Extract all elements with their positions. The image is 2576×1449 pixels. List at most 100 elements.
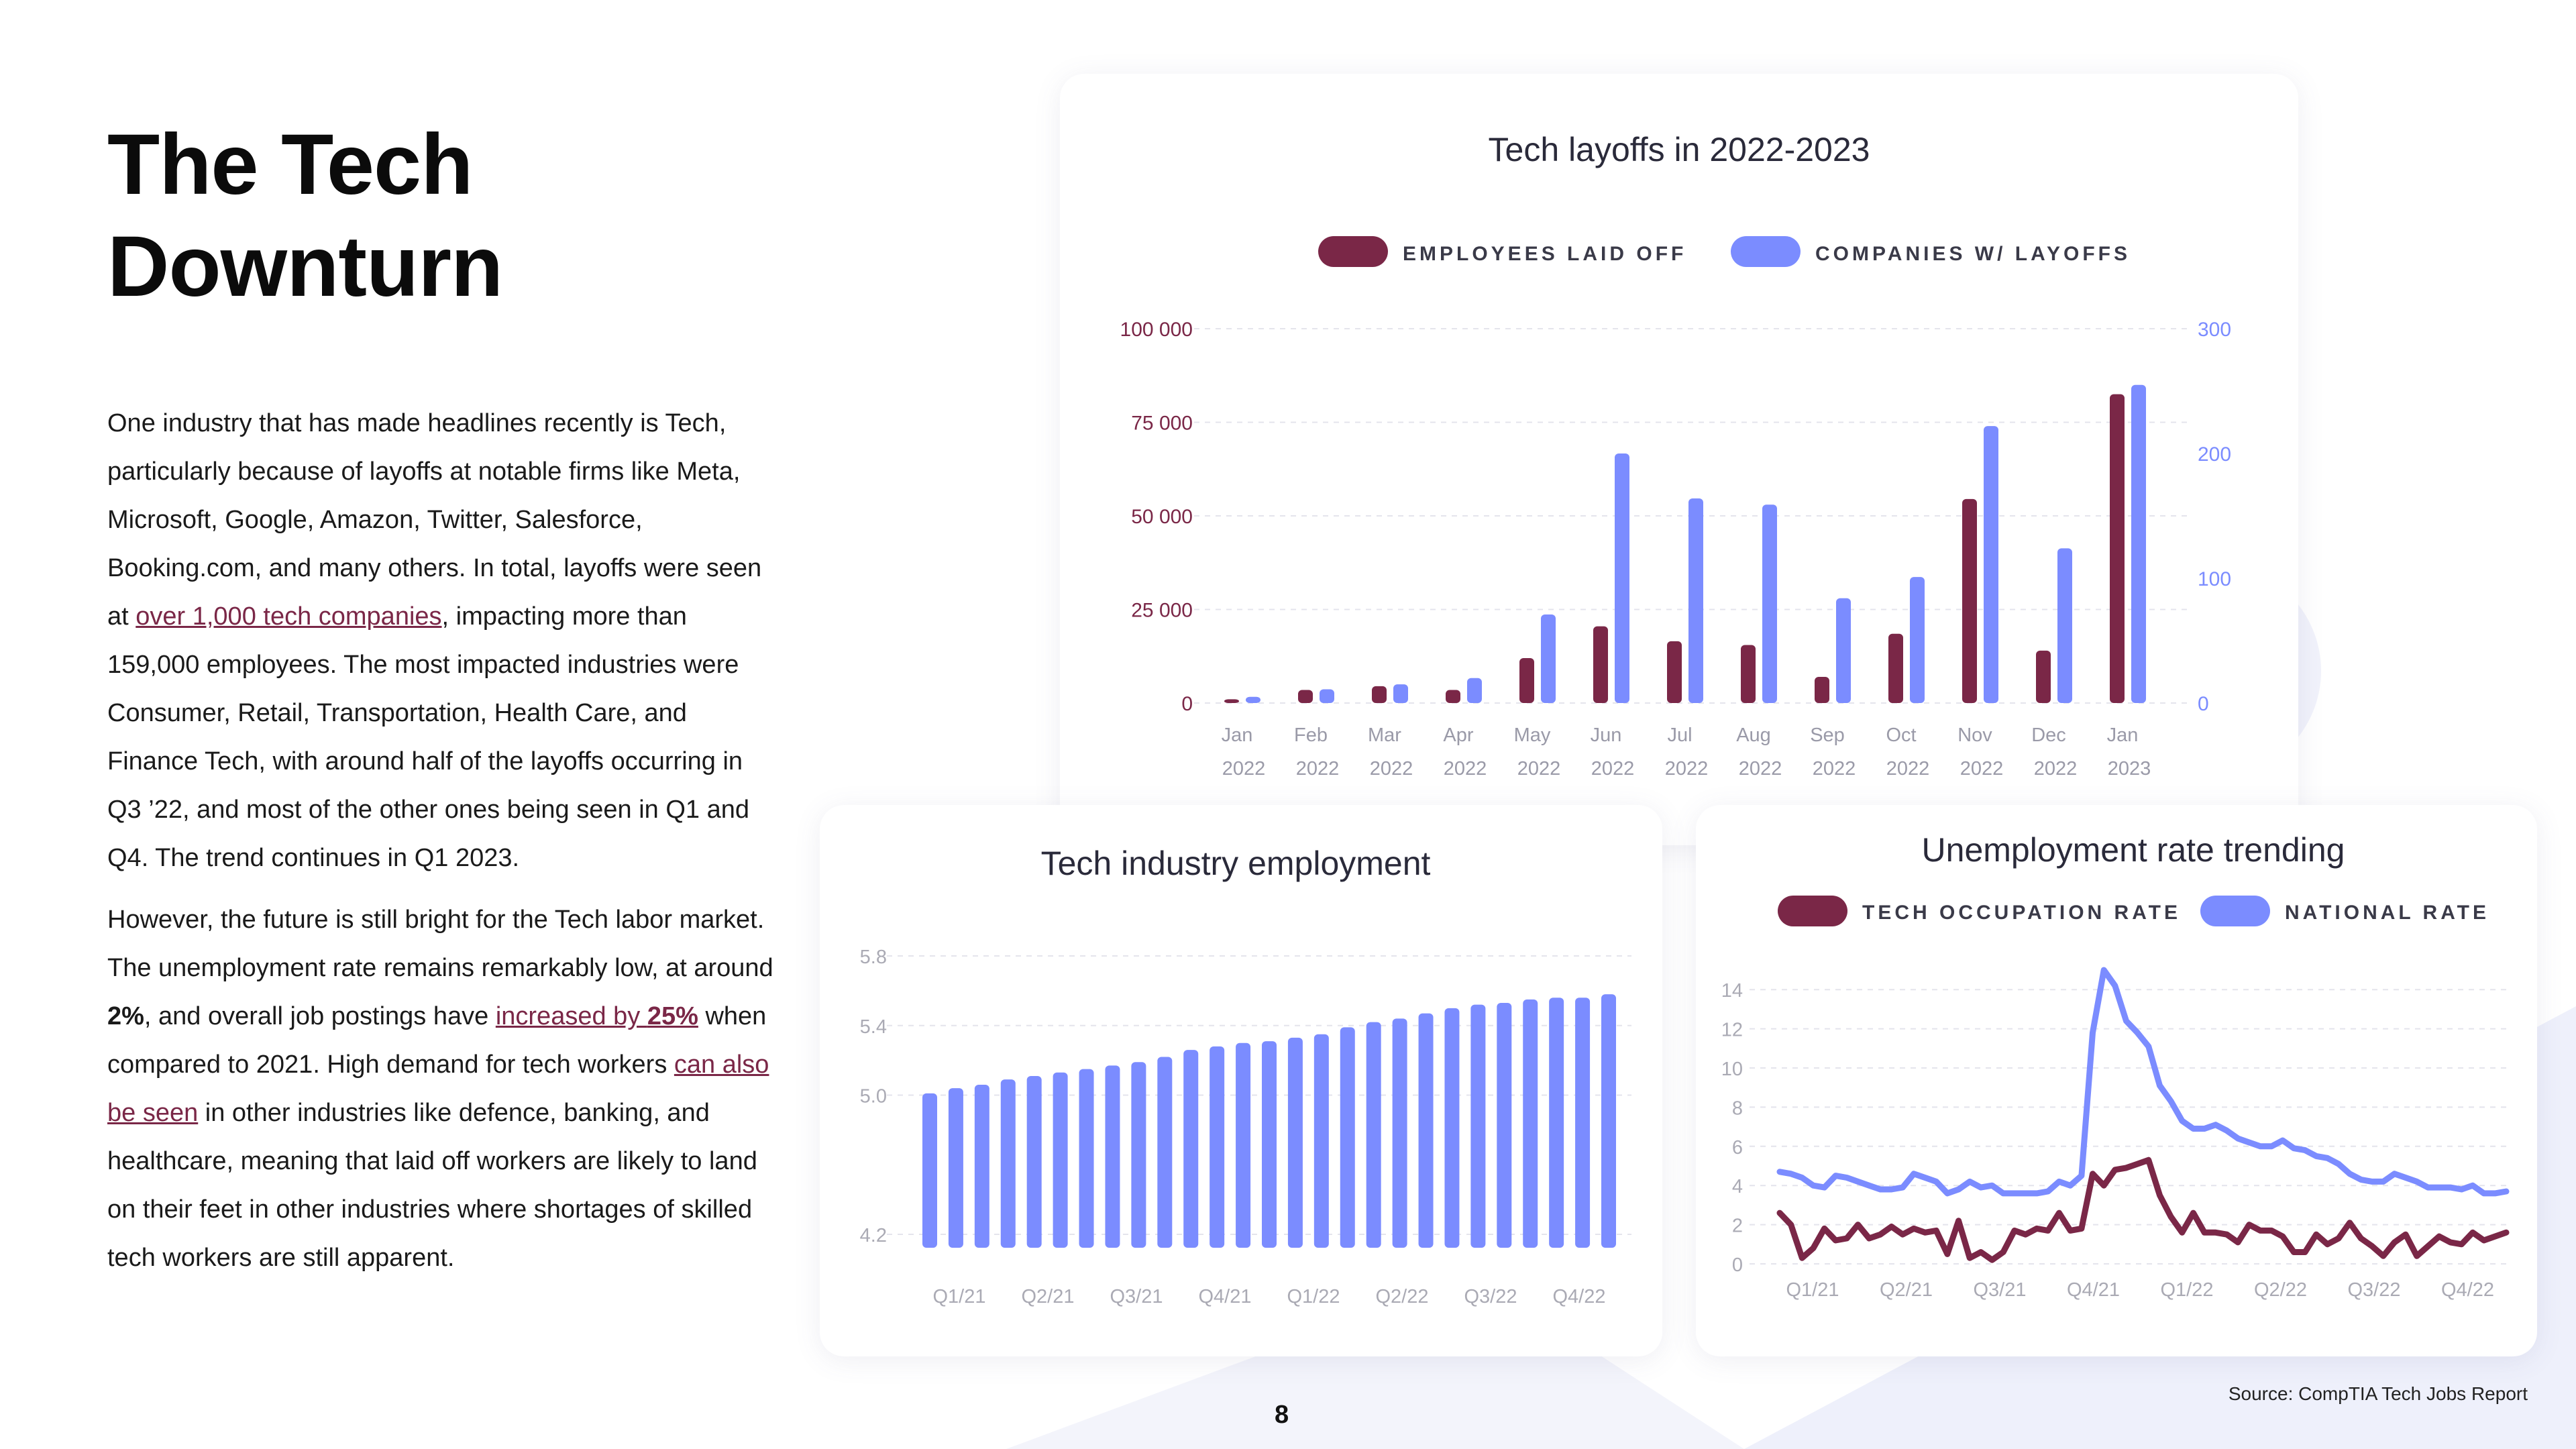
x-tick-label: Q3/21 [1110,1286,1163,1307]
page-title: The Tech Downturn [107,114,503,318]
x-tick-label-month: Sep [1810,724,1845,746]
link-increased-by-text: increased by [495,1002,647,1030]
y-tick-label: 12 [1721,1020,1743,1041]
y-tick-label: 8 [1732,1097,1743,1119]
bar-employment [1418,1013,1434,1248]
employment-chart-card: Tech industry employment 4.2 5.0 5.4 5.8 Q1/2… [820,805,1662,1356]
link-tech-companies[interactable]: over 1,000 tech companies [136,602,442,631]
x-tick-label: Q4/21 [2067,1279,2120,1301]
y-right-tick-label: 100 [2198,568,2231,590]
x-tick-label: Q2/21 [1022,1286,1075,1307]
bar-employment [1575,998,1591,1248]
bar-employment [1392,1018,1407,1248]
bar-employment [1000,1079,1016,1248]
paragraph-1-text-a: One industry that has made headlines rec… [107,409,762,631]
link-increased-by[interactable]: increased by 25% [496,1002,698,1030]
legend-swatch-2 [2200,896,2270,926]
y-tick-label: 10 [1721,1059,1743,1080]
bar-employment [948,1088,963,1248]
line-tech-occupation-rate [1776,1157,2510,1263]
x-tick-label: Q3/21 [1974,1279,2027,1301]
x-tick-label: Q2/22 [1376,1286,1429,1307]
paragraph-2: However, the future is still bright for … [107,896,778,1282]
bar-employment [1601,994,1616,1248]
bar-employment [1026,1075,1042,1248]
y-left-tick-label: 75 000 [1131,413,1193,435]
bar-employees-laid-off [1519,658,1534,703]
bar-employment [1523,999,1538,1248]
x-tick-label-month: Aug [1736,724,1771,746]
bar-companies-with-layoffs [1762,504,1777,703]
x-tick-label-year: 2022 [1444,758,1487,780]
body-text: One industry that has made headlines rec… [107,399,778,1295]
bar-employees-laid-off [1224,699,1239,703]
x-tick-label-year: 2022 [1739,758,1782,780]
y-tick-label: 4 [1732,1176,1743,1197]
y-tick-label: 5.4 [860,1016,887,1038]
chart-title: Tech industry employment [1041,845,1431,882]
bar-employment [1366,1022,1381,1248]
x-tick-label: Q4/22 [1553,1286,1606,1307]
bar-employees-laid-off [1372,686,1387,703]
y-left-tick-label: 25 000 [1131,600,1193,622]
x-tick-label: Q2/22 [2254,1279,2307,1301]
legend-swatch-2 [1731,236,1801,267]
bar-employment [974,1084,989,1248]
chart-title: Unemployment rate trending [1922,831,2345,869]
y-tick-label: 2 [1732,1216,1743,1237]
y-tick-label: 4.2 [860,1225,887,1246]
x-tick-label: Q3/22 [2348,1279,2401,1301]
bar-employment [1236,1042,1251,1248]
y-right-tick-label: 300 [2198,319,2231,341]
bar-employment [1157,1057,1173,1248]
x-tick-label-month: Mar [1368,724,1401,746]
bar-employment [1340,1027,1355,1248]
legend-label-2: COMPANIES W/ LAYOFFS [1815,243,2131,265]
bar-employment [1131,1062,1146,1248]
x-tick-label-month: May [1514,724,1551,746]
y-tick-label: 5.0 [860,1086,887,1108]
paragraph-1: One industry that has made headlines rec… [107,399,778,882]
title-line-1: The Tech [107,117,473,213]
x-tick-label-month: Dec [2031,724,2066,746]
bar-companies-with-layoffs [1688,498,1703,703]
y-left-tick-label: 0 [1181,693,1193,715]
unemployment-chart-card: Unemployment rate trending TECH OCCUPATIO… [1696,805,2537,1356]
bar-employment [1105,1065,1120,1248]
link-can-also-be-seen[interactable]: can also be seen [107,1051,769,1127]
unemployment-chart: Unemployment rate trending TECH OCCUPATIO… [1721,831,2510,1301]
source-note: Source: CompTIA Tech Jobs Report [2228,1383,2528,1404]
paragraph-2-text-d: in other industries like defence, bankin… [107,1099,757,1272]
bar-employment [1497,1003,1512,1248]
bar-employees-laid-off [1962,498,1977,703]
x-tick-label: Q1/21 [933,1286,986,1307]
bar-employment [1287,1037,1303,1248]
paragraph-2-text-b: , and overall job postings have [144,1002,496,1030]
bar-employment [1210,1046,1225,1248]
bar-employees-laid-off [1446,690,1460,703]
bar-companies-with-layoffs [1393,684,1408,703]
x-tick-label-year: 2022 [1813,758,1856,780]
bar-employment [1079,1069,1094,1248]
link-increased-by-value: 25% [647,1002,698,1030]
legend-swatch-1 [1318,236,1388,267]
x-tick-label: Q2/21 [1880,1279,1933,1301]
x-tick-label-year: 2022 [1591,758,1635,780]
bar-employees-laid-off [2110,394,2125,703]
y-tick-label: 14 [1721,980,1743,1002]
y-left-tick-label: 50 000 [1131,506,1193,528]
bar-employees-laid-off [1298,690,1313,703]
layoffs-chart-card: Tech layoffs in 2022-2023 EMPLOYEES LAID … [1060,74,2298,845]
bar-employees-laid-off [1667,641,1682,703]
bar-companies-with-layoffs [1541,614,1556,703]
y-tick-label: 5.8 [860,947,887,968]
layoffs-chart: Tech layoffs in 2022-2023 EMPLOYEES LAID … [1120,131,2232,780]
bar-employees-laid-off [2036,650,2051,703]
bar-employment [1183,1050,1199,1248]
bar-employees-laid-off [1888,633,1903,703]
x-tick-label: Q1/22 [1287,1286,1340,1307]
bar-companies-with-layoffs [1910,577,1925,703]
y-right-tick-label: 0 [2198,693,2209,715]
bar-companies-with-layoffs [1467,678,1482,703]
x-tick-label-month: Oct [1886,724,1916,746]
